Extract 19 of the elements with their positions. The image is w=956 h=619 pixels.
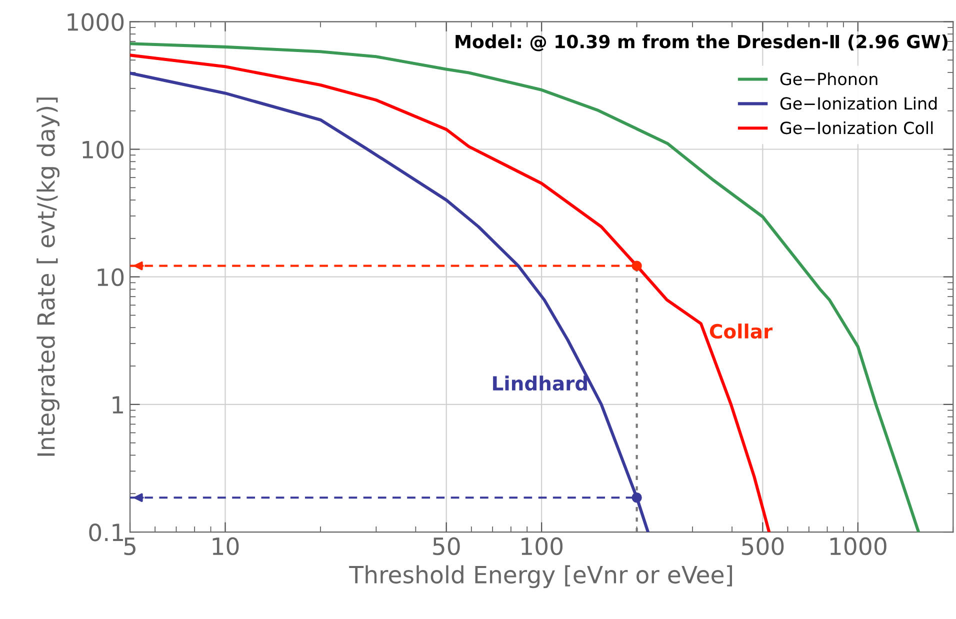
y-tick-label: 100 (82, 140, 124, 159)
x-tick-label: 5 (124, 538, 136, 556)
y-tick-label: 1 (112, 396, 123, 414)
legend-label: Ge−Ionization Lind (780, 96, 937, 110)
legend-label: Ge−Ionization Coll (780, 121, 933, 134)
x-axis-title: Threshold Energy [eVnr or eVee] (349, 565, 732, 588)
x-tick-label: 50 (433, 537, 460, 556)
y-tick-label: 1000 (68, 13, 124, 31)
text: Model: @ 10.39 m from the Dresden-Ⅱ (2.96 GW) (456, 34, 948, 52)
legend-label: Ge−Phonon (780, 72, 878, 86)
x-tick-label: 500 (742, 537, 784, 556)
y-tick-label: 0.1 (89, 523, 123, 542)
annotation: Lindhard (493, 376, 587, 391)
annotation: Collar (710, 324, 773, 339)
y-axis-title: Integrated Rate [ evt/(kg day)] (36, 98, 60, 456)
x-tick-label: 10 (212, 537, 239, 556)
x-tick-label: 1000 (830, 537, 886, 556)
x-tick-label: 100 (522, 537, 563, 556)
y-tick-label: 10 (98, 268, 124, 286)
